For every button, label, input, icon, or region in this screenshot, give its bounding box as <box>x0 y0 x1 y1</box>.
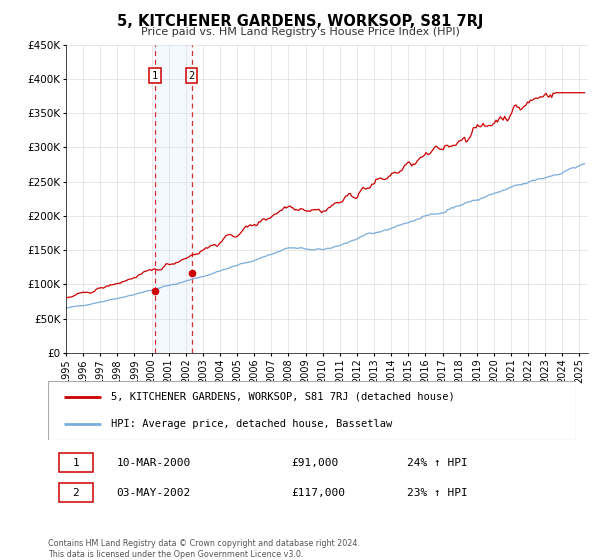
Text: Contains HM Land Registry data © Crown copyright and database right 2024.: Contains HM Land Registry data © Crown c… <box>48 539 360 548</box>
Text: £117,000: £117,000 <box>291 488 345 498</box>
Text: 10-MAR-2000: 10-MAR-2000 <box>116 458 191 468</box>
Text: 5, KITCHENER GARDENS, WORKSOP, S81 7RJ (detached house): 5, KITCHENER GARDENS, WORKSOP, S81 7RJ (… <box>112 391 455 402</box>
Bar <box>59 483 93 502</box>
Text: 2: 2 <box>188 71 195 81</box>
Text: 23% ↑ HPI: 23% ↑ HPI <box>407 488 468 498</box>
Text: 1: 1 <box>73 458 79 468</box>
Text: 03-MAY-2002: 03-MAY-2002 <box>116 488 191 498</box>
Text: Price paid vs. HM Land Registry's House Price Index (HPI): Price paid vs. HM Land Registry's House … <box>140 27 460 37</box>
Text: £91,000: £91,000 <box>291 458 338 468</box>
Text: HPI: Average price, detached house, Bassetlaw: HPI: Average price, detached house, Bass… <box>112 419 392 429</box>
Text: 5, KITCHENER GARDENS, WORKSOP, S81 7RJ: 5, KITCHENER GARDENS, WORKSOP, S81 7RJ <box>117 14 483 29</box>
Bar <box>59 453 93 472</box>
Text: 24% ↑ HPI: 24% ↑ HPI <box>407 458 468 468</box>
Text: 2: 2 <box>73 488 79 498</box>
Text: 1: 1 <box>152 71 158 81</box>
Bar <box>155 45 191 353</box>
Text: This data is licensed under the Open Government Licence v3.0.: This data is licensed under the Open Gov… <box>48 550 304 559</box>
